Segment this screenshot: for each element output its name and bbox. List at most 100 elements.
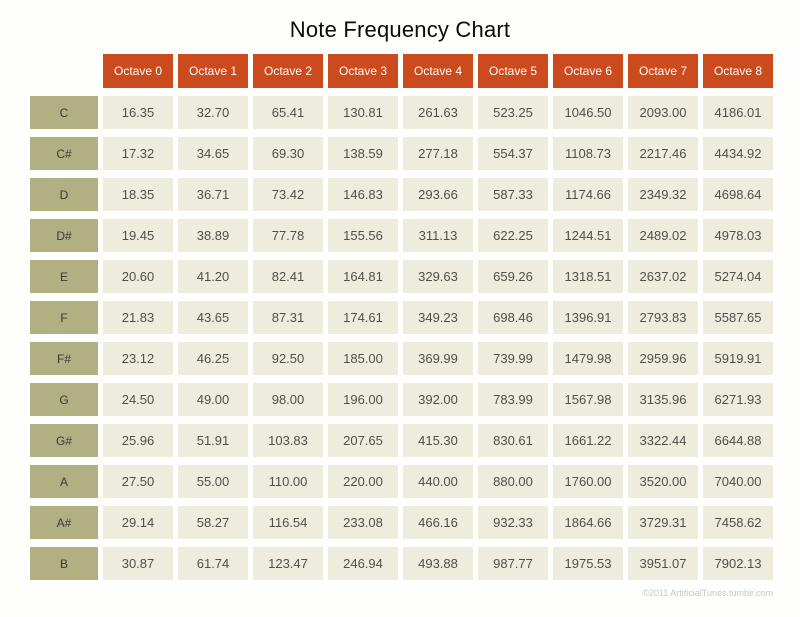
frequency-cell: 3135.96 xyxy=(628,383,698,416)
frequency-cell: 20.60 xyxy=(103,260,173,293)
frequency-cell: 16.35 xyxy=(103,96,173,129)
frequency-cell: 46.25 xyxy=(178,342,248,375)
frequency-cell: 987.77 xyxy=(478,547,548,580)
frequency-cell: 2637.02 xyxy=(628,260,698,293)
frequency-cell: 783.99 xyxy=(478,383,548,416)
frequency-cell: 261.63 xyxy=(403,96,473,129)
frequency-cell: 65.41 xyxy=(253,96,323,129)
frequency-cell: 30.87 xyxy=(103,547,173,580)
frequency-cell: 293.66 xyxy=(403,178,473,211)
frequency-cell: 98.00 xyxy=(253,383,323,416)
frequency-cell: 29.14 xyxy=(103,506,173,539)
frequency-cell: 932.33 xyxy=(478,506,548,539)
frequency-cell: 5587.65 xyxy=(703,301,773,334)
frequency-cell: 6644.88 xyxy=(703,424,773,457)
frequency-cell: 587.33 xyxy=(478,178,548,211)
frequency-cell: 4434.92 xyxy=(703,137,773,170)
frequency-cell: 3729.31 xyxy=(628,506,698,539)
frequency-cell: 7902.13 xyxy=(703,547,773,580)
row-header-note: D# xyxy=(30,219,98,252)
frequency-cell: 32.70 xyxy=(178,96,248,129)
frequency-cell: 1174.66 xyxy=(553,178,623,211)
frequency-cell: 329.63 xyxy=(403,260,473,293)
frequency-cell: 69.30 xyxy=(253,137,323,170)
frequency-cell: 1661.22 xyxy=(553,424,623,457)
column-header-octave-2: Octave 2 xyxy=(253,54,323,88)
frequency-cell: 739.99 xyxy=(478,342,548,375)
frequency-cell: 3322.44 xyxy=(628,424,698,457)
frequency-cell: 27.50 xyxy=(103,465,173,498)
column-header-octave-4: Octave 4 xyxy=(403,54,473,88)
frequency-cell: 7458.62 xyxy=(703,506,773,539)
row-header-note: F# xyxy=(30,342,98,375)
frequency-cell: 1760.00 xyxy=(553,465,623,498)
frequency-cell: 1108.73 xyxy=(553,137,623,170)
row-header-note: G# xyxy=(30,424,98,457)
frequency-cell: 174.61 xyxy=(328,301,398,334)
frequency-cell: 523.25 xyxy=(478,96,548,129)
frequency-cell: 36.71 xyxy=(178,178,248,211)
frequency-cell: 311.13 xyxy=(403,219,473,252)
frequency-cell: 7040.00 xyxy=(703,465,773,498)
frequency-cell: 164.81 xyxy=(328,260,398,293)
frequency-cell: 55.00 xyxy=(178,465,248,498)
row-header-note: G xyxy=(30,383,98,416)
frequency-cell: 24.50 xyxy=(103,383,173,416)
frequency-cell: 220.00 xyxy=(328,465,398,498)
frequency-cell: 17.32 xyxy=(103,137,173,170)
frequency-cell: 1046.50 xyxy=(553,96,623,129)
frequency-cell: 622.25 xyxy=(478,219,548,252)
frequency-cell: 196.00 xyxy=(328,383,398,416)
table-corner-spacer xyxy=(30,54,98,88)
frequency-cell: 155.56 xyxy=(328,219,398,252)
frequency-cell: 2793.83 xyxy=(628,301,698,334)
frequency-cell: 25.96 xyxy=(103,424,173,457)
column-header-octave-7: Octave 7 xyxy=(628,54,698,88)
row-header-note: C# xyxy=(30,137,98,170)
column-header-octave-0: Octave 0 xyxy=(103,54,173,88)
frequency-cell: 1975.53 xyxy=(553,547,623,580)
frequency-cell: 19.45 xyxy=(103,219,173,252)
frequency-cell: 21.83 xyxy=(103,301,173,334)
copyright-text: ©2011 ArtificialTunes.tumblr.com xyxy=(642,588,773,598)
frequency-cell: 2959.96 xyxy=(628,342,698,375)
column-header-octave-3: Octave 3 xyxy=(328,54,398,88)
frequency-cell: 4698.64 xyxy=(703,178,773,211)
frequency-cell: 415.30 xyxy=(403,424,473,457)
frequency-cell: 23.12 xyxy=(103,342,173,375)
row-header-note: A xyxy=(30,465,98,498)
frequency-cell: 51.91 xyxy=(178,424,248,457)
frequency-cell: 233.08 xyxy=(328,506,398,539)
frequency-cell: 830.61 xyxy=(478,424,548,457)
frequency-cell: 41.20 xyxy=(178,260,248,293)
frequency-cell: 58.27 xyxy=(178,506,248,539)
frequency-cell: 1479.98 xyxy=(553,342,623,375)
frequency-cell: 146.83 xyxy=(328,178,398,211)
frequency-cell: 77.78 xyxy=(253,219,323,252)
frequency-cell: 440.00 xyxy=(403,465,473,498)
frequency-cell: 1567.98 xyxy=(553,383,623,416)
frequency-cell: 493.88 xyxy=(403,547,473,580)
frequency-cell: 49.00 xyxy=(178,383,248,416)
row-header-note: A# xyxy=(30,506,98,539)
frequency-cell: 123.47 xyxy=(253,547,323,580)
frequency-cell: 82.41 xyxy=(253,260,323,293)
frequency-cell: 185.00 xyxy=(328,342,398,375)
frequency-table: Octave 0 Octave 1 Octave 2 Octave 3 Octave 4… xyxy=(30,54,800,580)
frequency-cell: 2217.46 xyxy=(628,137,698,170)
frequency-cell: 349.23 xyxy=(403,301,473,334)
frequency-cell: 466.16 xyxy=(403,506,473,539)
page-title: Note Frequency Chart xyxy=(289,17,511,42)
row-header-note: D xyxy=(30,178,98,211)
frequency-cell: 116.54 xyxy=(253,506,323,539)
frequency-cell: 5919.91 xyxy=(703,342,773,375)
row-header-note: C xyxy=(30,96,98,129)
frequency-cell: 554.37 xyxy=(478,137,548,170)
frequency-cell: 1864.66 xyxy=(553,506,623,539)
row-header-note: E xyxy=(30,260,98,293)
frequency-cell: 138.59 xyxy=(328,137,398,170)
frequency-cell: 38.89 xyxy=(178,219,248,252)
frequency-cell: 73.42 xyxy=(253,178,323,211)
frequency-cell: 4186.01 xyxy=(703,96,773,129)
frequency-cell: 2489.02 xyxy=(628,219,698,252)
